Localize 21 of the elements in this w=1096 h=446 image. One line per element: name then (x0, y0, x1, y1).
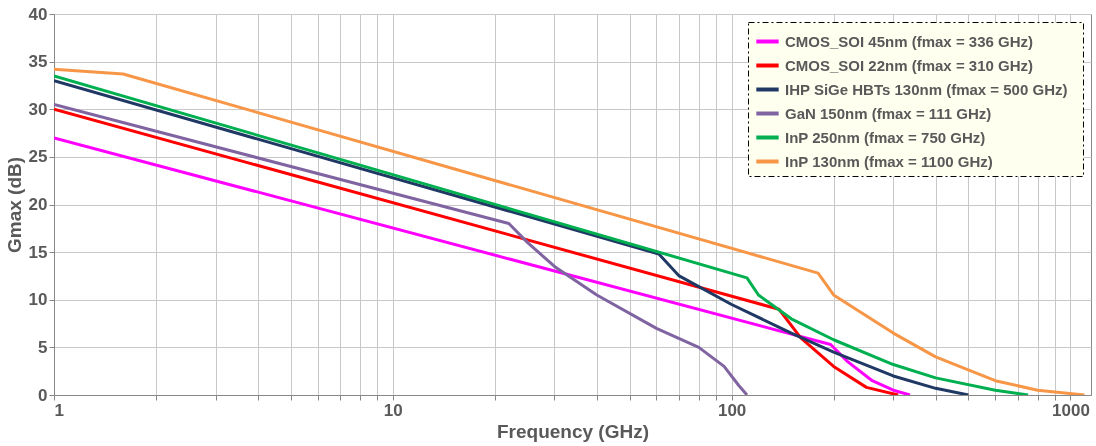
y-tick-label: 10 (28, 290, 48, 310)
x-tick-label: 1000 (1052, 400, 1090, 420)
y-tick-label: 0 (38, 385, 48, 405)
legend-label: IHP SiGe HBTs 130nm (fmax = 500 GHz) (785, 80, 1068, 98)
x-tick-label: 100 (717, 400, 747, 420)
y-tick-label: 15 (28, 242, 48, 262)
y-axis-title: Gmax (dB) (3, 156, 25, 254)
legend-label: GaN 150nm (fmax = 111 GHz) (785, 104, 992, 122)
legend-label: InP 250nm (fmax = 750 GHz) (785, 128, 986, 146)
y-tick-label: 20 (28, 195, 48, 214)
x-tick-label: 10 (383, 400, 403, 420)
legend-label: CMOS_SOI 45nm (fmax = 336 GHz) (785, 32, 1033, 50)
y-tick-label: 40 (28, 4, 48, 24)
y-tick-label: 25 (28, 147, 48, 167)
x-tick-label: 1 (54, 400, 64, 420)
legend-label: CMOS_SOI 22nm (fmax = 310 GHz) (785, 56, 1033, 74)
legend-label: InP 130nm (fmax = 1100 GHz) (785, 152, 993, 170)
y-tick-label: 5 (38, 337, 48, 357)
y-tick-label: 30 (28, 99, 48, 119)
x-axis-title: Frequency (GHz) (496, 420, 650, 442)
y-tick-label: 35 (28, 52, 48, 72)
